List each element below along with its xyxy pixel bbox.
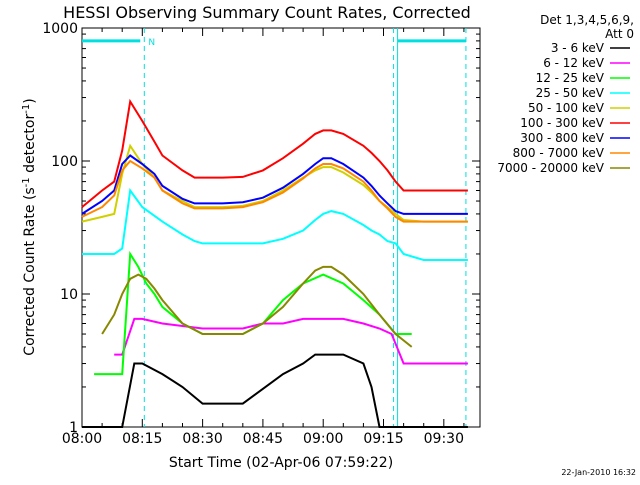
y-axis-label-sup2: -1 bbox=[21, 104, 32, 114]
legend-label: 6 - 12 keV bbox=[543, 56, 605, 70]
legend-header-line1: Det 1,3,4,5,6,9, bbox=[540, 13, 634, 27]
series-line-1 bbox=[114, 317, 468, 365]
legend-label: 25 - 50 keV bbox=[536, 86, 605, 100]
series-lines bbox=[81, 98, 468, 428]
x-axis-label: Start Time (02-Apr-06 07:59:22) bbox=[169, 455, 393, 471]
x-tick-label: 09:15 bbox=[363, 431, 403, 447]
legend-header-line2: Att 0 bbox=[605, 27, 634, 41]
series-line-6 bbox=[81, 154, 468, 215]
x-tick-label: 08:45 bbox=[243, 431, 283, 447]
legend-label: 3 - 6 keV bbox=[551, 41, 605, 55]
axis-labels: 08:00 08:15 08:30 08:45 09:00 09:15 09:30 1 10 10… bbox=[42, 21, 464, 447]
legend-label: 12 - 25 keV bbox=[536, 71, 605, 85]
series-line-3 bbox=[82, 187, 468, 261]
series-line-7 bbox=[81, 159, 468, 223]
x-tick-label: 08:30 bbox=[182, 431, 222, 447]
x-tick-label: 08:00 bbox=[62, 431, 102, 447]
series-line-8 bbox=[101, 265, 413, 348]
y-tick-label: 100 bbox=[51, 154, 78, 170]
legend-label: 300 - 800 keV bbox=[520, 131, 604, 145]
night-markers: N bbox=[82, 28, 467, 427]
y-tick-label: 10 bbox=[60, 287, 78, 303]
series-line-0 bbox=[82, 353, 468, 428]
chart-title: HESSI Observing Summary Count Rates, Cor… bbox=[63, 3, 471, 22]
y-axis-label-part1: Corrected Count Rate (s bbox=[22, 187, 38, 355]
y-axis-label-part2: detector bbox=[22, 114, 38, 178]
legend-label: 50 - 100 keV bbox=[528, 101, 605, 115]
x-tick-label: 09:30 bbox=[424, 431, 464, 447]
y-tick-label: 1 bbox=[69, 420, 78, 436]
y-tick-label: 1000 bbox=[42, 21, 78, 37]
legend-label: 800 - 7000 keV bbox=[513, 146, 605, 160]
series-line-5 bbox=[81, 98, 468, 208]
legend-label: 7000 - 20000 keV bbox=[497, 161, 604, 175]
y-axis-label: Corrected Count Rate (s-1 detector-1) bbox=[21, 98, 38, 355]
x-tick-label: 09:00 bbox=[303, 431, 343, 447]
x-tick-label: 08:15 bbox=[122, 431, 162, 447]
y-axis-label-part3: ) bbox=[22, 98, 38, 103]
plot-frame bbox=[81, 27, 481, 428]
timestamp-label: 22-Jan-2010 16:32 bbox=[561, 468, 636, 477]
night-annotation-label: N bbox=[148, 38, 155, 48]
legend-label: 100 - 300 keV bbox=[520, 116, 604, 130]
y-axis-label-sup1: -1 bbox=[21, 177, 32, 187]
tick-marks bbox=[81, 27, 480, 428]
